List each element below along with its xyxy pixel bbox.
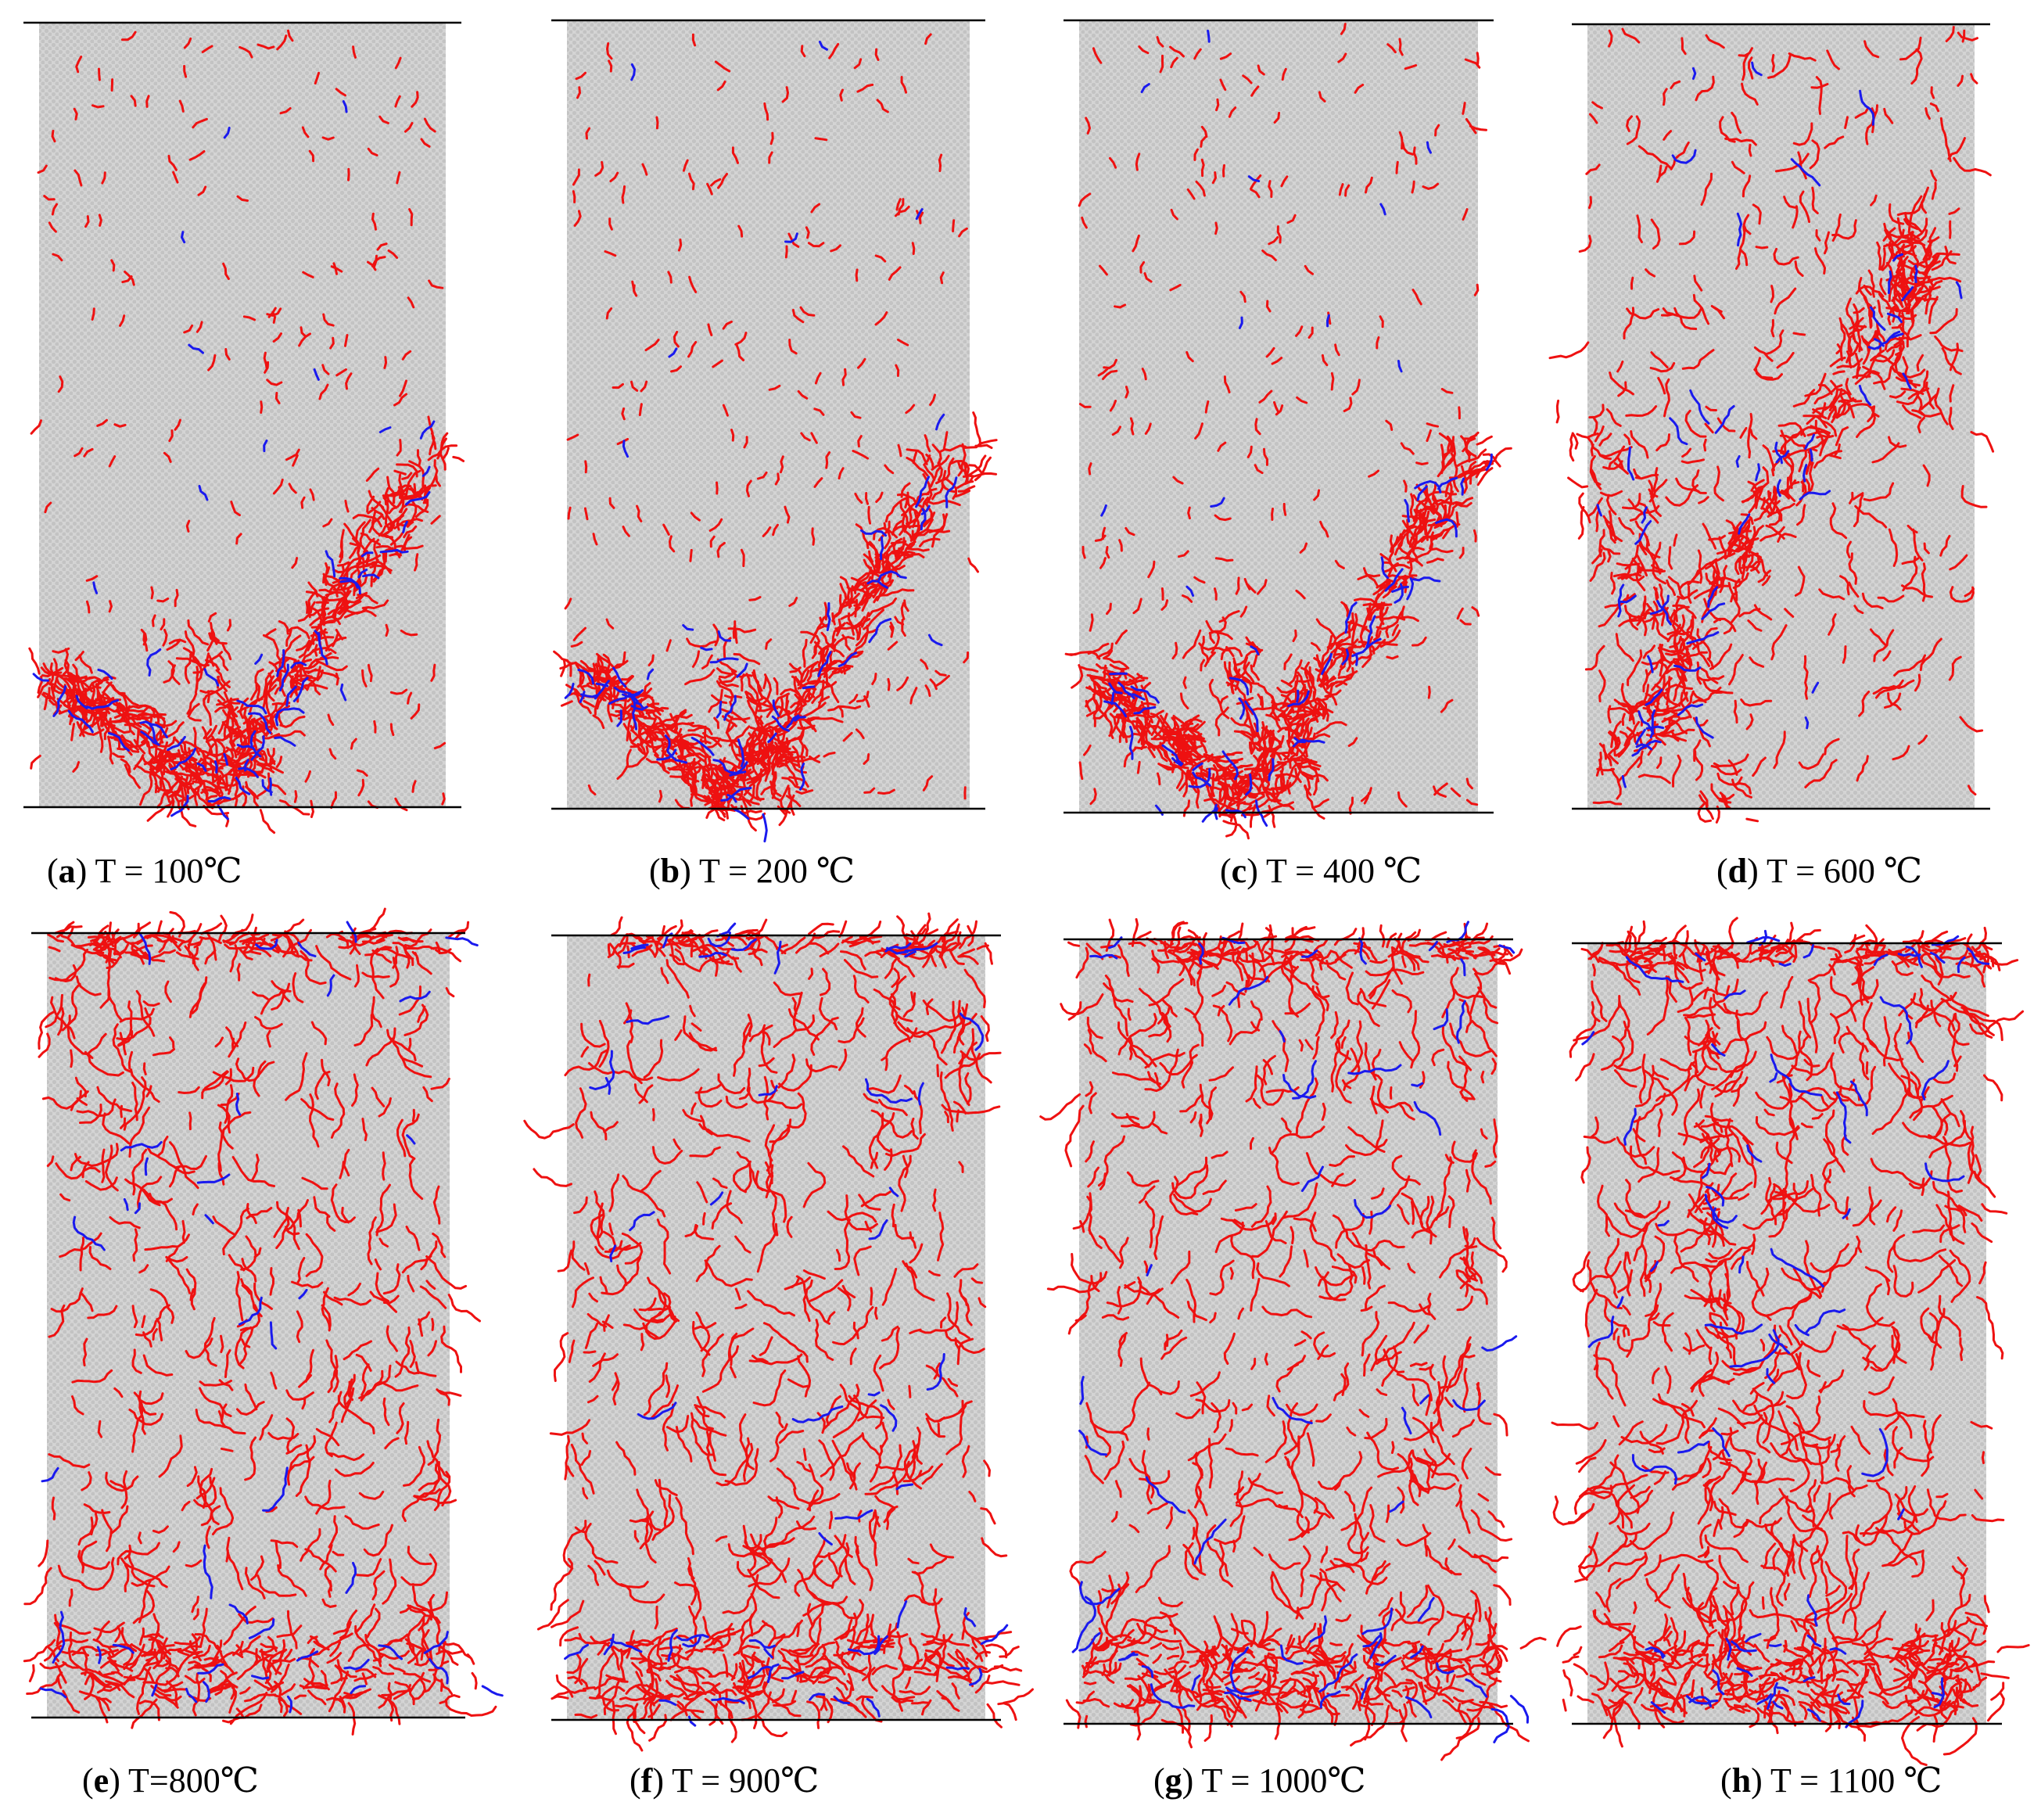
caption-letter: h	[1731, 1761, 1752, 1800]
panel-b	[551, 19, 998, 843]
panel-caption-h: (h) T = 1100 ℃	[1720, 1764, 1942, 1798]
panel-caption-g: (g) T = 1000℃	[1153, 1764, 1366, 1798]
caption-paren-open: (	[1716, 852, 1728, 890]
shear-cracks	[1581, 929, 1990, 1728]
caption-paren-close: )	[109, 1761, 120, 1800]
caption-temperature: T = 900℃	[663, 1761, 820, 1800]
specimen-b	[551, 19, 998, 843]
specimen-g	[1039, 917, 1547, 1761]
shear-cracks	[564, 41, 958, 843]
caption-paren-open: (	[630, 1761, 641, 1800]
shear-cracks	[39, 921, 504, 1714]
caption-temperature: T = 1000℃	[1193, 1761, 1366, 1800]
panel-caption-f: (f) T = 900℃	[630, 1764, 819, 1798]
caption-paren-open: (	[47, 852, 59, 890]
caption-paren-close: )	[652, 1761, 664, 1800]
specimen-h	[1551, 917, 2030, 1767]
caption-paren-open: (	[1153, 1761, 1165, 1800]
caption-temperature: T=800℃	[120, 1761, 259, 1800]
panel-c	[1064, 19, 1512, 840]
crack-network	[523, 912, 1034, 1752]
panel-caption-e: (e) T=800℃	[82, 1764, 259, 1798]
caption-letter: b	[660, 852, 680, 890]
particle-assembly	[39, 23, 446, 806]
tensile-cracks	[1551, 917, 2030, 1767]
specimen-e	[23, 907, 504, 1736]
panel-caption-b: (b) T = 200 ℃	[649, 854, 855, 888]
caption-temperature: T = 400 ℃	[1257, 852, 1422, 890]
caption-letter: g	[1164, 1761, 1182, 1800]
panel-f	[523, 912, 1034, 1752]
tensile-cracks	[23, 907, 497, 1736]
caption-paren-open: (	[1220, 852, 1232, 890]
crack-network	[553, 33, 998, 843]
crack-network	[23, 907, 504, 1736]
panel-h	[1551, 917, 2030, 1767]
tensile-cracks	[1039, 917, 1547, 1761]
panel-caption-c: (c) T = 400 ℃	[1220, 854, 1422, 888]
panel-e	[23, 907, 504, 1736]
crack-network	[28, 29, 465, 835]
panel-a	[23, 21, 465, 835]
caption-temperature: T = 200 ℃	[690, 852, 855, 890]
specimen-d	[1548, 23, 1995, 824]
caption-paren-close: )	[1747, 852, 1759, 890]
crack-network	[1064, 23, 1512, 840]
caption-paren-close: )	[1182, 1761, 1194, 1800]
shear-cracks	[1071, 921, 1530, 1743]
panel-g	[1039, 917, 1547, 1761]
specimen-a	[23, 21, 465, 835]
crack-network	[1039, 917, 1547, 1761]
caption-paren-open: (	[649, 852, 661, 890]
caption-paren-close: )	[75, 852, 88, 890]
caption-temperature: T = 100℃	[87, 852, 242, 890]
caption-paren-open: (	[1720, 1761, 1732, 1800]
caption-paren-close: )	[680, 852, 691, 890]
caption-paren-close: )	[1751, 1761, 1763, 1800]
panel-caption-a: (a) T = 100℃	[47, 854, 242, 888]
shear-cracks	[1100, 29, 1493, 827]
caption-paren-close: )	[1246, 852, 1258, 890]
caption-letter: d	[1727, 852, 1748, 890]
shear-cracks	[1596, 61, 1963, 788]
caption-letter: a	[58, 852, 76, 890]
caption-letter: f	[640, 1761, 653, 1800]
crack-network	[1548, 26, 1995, 824]
panel-d	[1548, 23, 1995, 824]
caption-temperature: T = 600 ℃	[1758, 852, 1923, 890]
particle-assembly	[1587, 25, 1975, 808]
specimen-c	[1064, 19, 1512, 840]
tensile-cracks	[553, 33, 998, 832]
crack-network	[1551, 917, 2030, 1767]
caption-letter: e	[93, 1761, 109, 1800]
caption-letter: c	[1231, 852, 1247, 890]
shear-cracks	[564, 922, 1009, 1727]
panel-caption-d: (d) T = 600 ℃	[1716, 854, 1922, 888]
particle-assembly	[47, 934, 450, 1717]
caption-temperature: T = 1100 ℃	[1762, 1761, 1942, 1800]
specimen-f	[523, 912, 1034, 1752]
caption-paren-open: (	[82, 1761, 94, 1800]
